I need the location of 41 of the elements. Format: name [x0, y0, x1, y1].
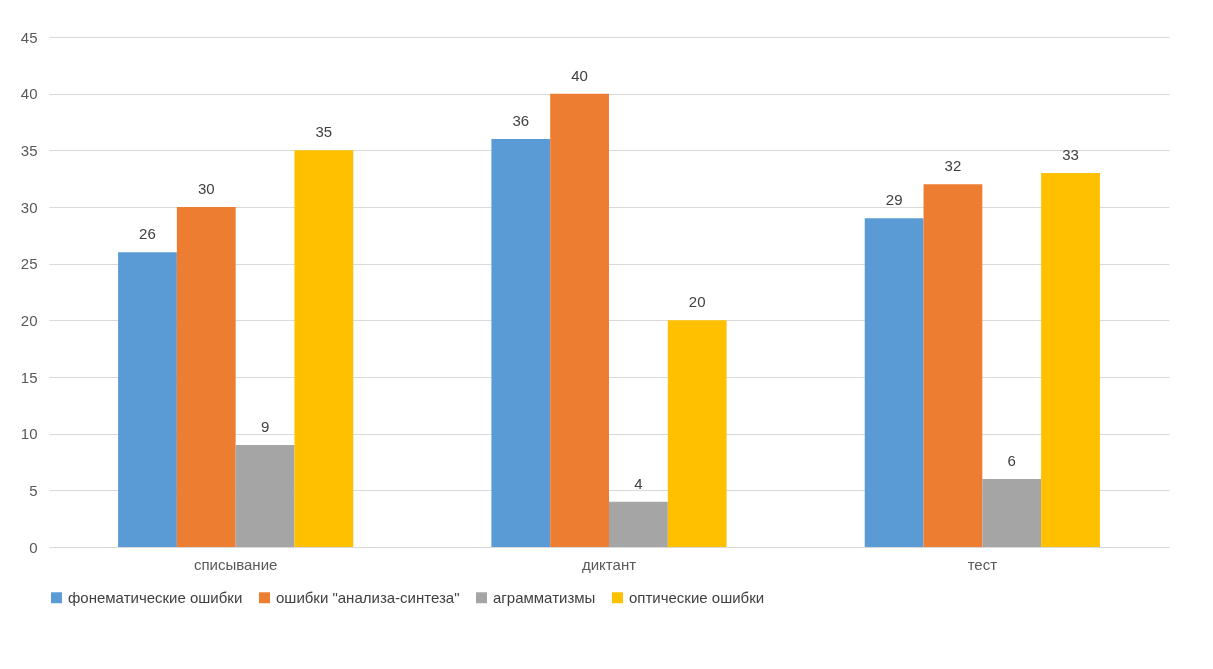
data-label: 29	[885, 191, 903, 209]
bar	[1041, 173, 1100, 547]
y-tick-label: 30	[20, 198, 38, 216]
bar	[609, 501, 668, 547]
bar	[550, 93, 609, 547]
bar	[982, 479, 1042, 547]
y-tick-label: 0	[29, 538, 38, 556]
y-tick-label: 40	[20, 85, 38, 103]
data-label: 32	[944, 157, 962, 175]
legend-label: аграмматизмы	[493, 588, 596, 606]
bar	[923, 184, 983, 547]
legend-label: фонематические ошибки	[68, 588, 243, 606]
data-label: 40	[571, 66, 588, 84]
x-tick-label: диктант	[581, 555, 637, 573]
y-tick-label: 45	[20, 28, 38, 46]
bar	[864, 218, 924, 547]
bar	[235, 445, 295, 547]
data-label: 6	[1007, 452, 1016, 469]
data-label: 36	[512, 112, 530, 129]
bar	[118, 252, 177, 547]
bar	[667, 320, 727, 547]
bar	[294, 150, 354, 547]
bar	[491, 139, 551, 547]
y-tick-label: 5	[29, 481, 38, 499]
y-tick-label: 10	[20, 425, 38, 443]
data-label: 33	[1062, 146, 1079, 163]
y-tick-label: 20	[20, 311, 38, 329]
y-tick-label: 15	[20, 368, 38, 386]
x-tick-label: тест	[967, 555, 998, 573]
data-label: 4	[634, 474, 643, 492]
y-tick-label: 35	[20, 141, 38, 159]
data-label: 26	[139, 225, 156, 243]
legend-label: оптические ошибки	[629, 588, 765, 606]
y-tick-label: 25	[20, 255, 38, 273]
data-label: 30	[197, 180, 215, 197]
x-tick-label: списывание	[193, 555, 278, 573]
bar	[176, 207, 236, 547]
legend-label: ошибки "анализа-синтеза"	[276, 588, 460, 606]
data-label: 20	[688, 293, 706, 311]
data-label: 9	[260, 418, 270, 435]
data-label: 35	[315, 123, 333, 141]
